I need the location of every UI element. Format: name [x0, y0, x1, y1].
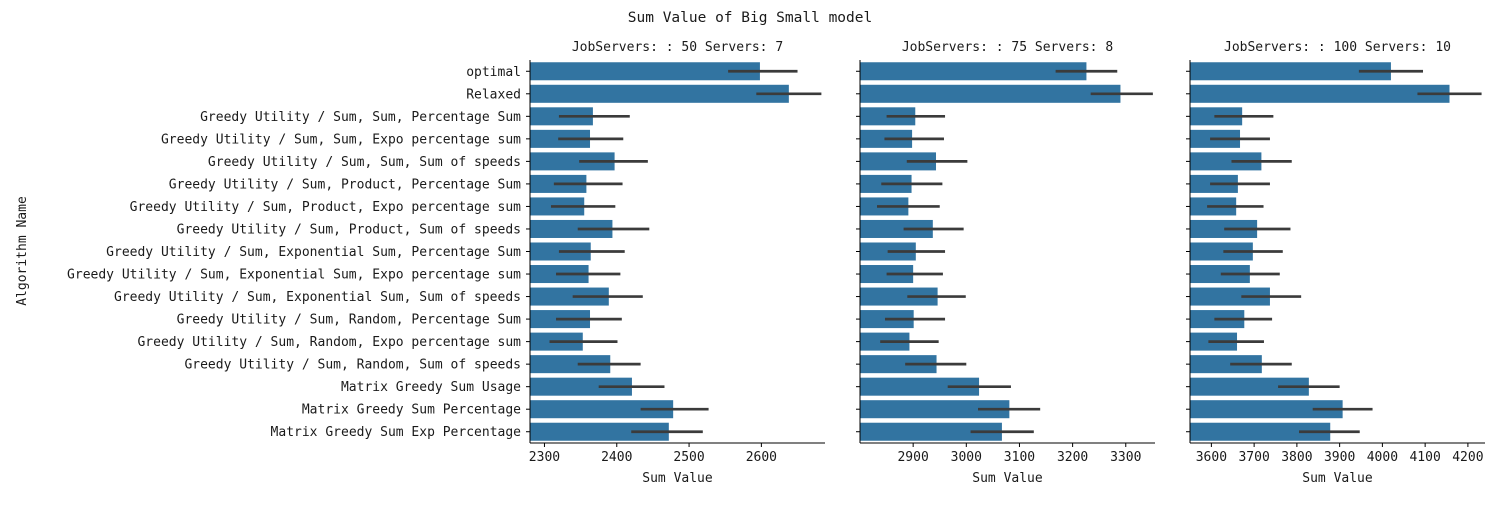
bar	[860, 62, 1087, 81]
category-label: Greedy Utility / Sum, Random, Percentage…	[177, 313, 522, 328]
bar	[530, 287, 609, 306]
bar	[530, 400, 674, 419]
category-label: Greedy Utility / Sum, Sum, Sum of speeds	[208, 155, 521, 170]
chart-title: Sum Value of Big Small model	[628, 10, 872, 26]
bar	[860, 400, 1010, 419]
bar	[1190, 84, 1450, 103]
x-tick-label: 3100	[1004, 450, 1035, 465]
bar	[1190, 152, 1262, 171]
x-tick-label: 3000	[951, 450, 982, 465]
bar	[530, 422, 669, 441]
x-tick-label: 4100	[1409, 450, 1440, 465]
x-tick-label: 2300	[529, 450, 560, 465]
x-tick-label: 2600	[746, 450, 777, 465]
x-tick-label: 3800	[1281, 450, 1312, 465]
category-label: Greedy Utility / Sum, Product, Expo perc…	[130, 200, 522, 215]
category-label: Relaxed	[466, 87, 521, 102]
x-axis-title: Sum Value	[1302, 471, 1373, 486]
bar	[1190, 355, 1262, 374]
bar	[860, 219, 933, 238]
bar	[1190, 219, 1258, 238]
panel-1: JobServers: : 50 Servers: 7 optimal Relaxe…	[67, 40, 825, 486]
x-tick-label: 3200	[1057, 450, 1088, 465]
panels: JobServers: : 50 Servers: 7 optimal Relaxe…	[67, 40, 1485, 486]
bar	[860, 152, 937, 171]
x-tick-label: 3300	[1110, 450, 1141, 465]
category-label: Matrix Greedy Sum Exp Percentage	[271, 425, 522, 440]
category-label: Greedy Utility / Sum, Exponential Sum, E…	[67, 268, 521, 283]
x-tick-label: 2500	[673, 450, 704, 465]
category-label: Matrix Greedy Sum Usage	[341, 380, 521, 395]
bar	[1190, 242, 1253, 261]
category-label: Greedy Utility / Sum, Sum, Expo percenta…	[161, 132, 521, 147]
category-label: Greedy Utility / Sum, Random, Sum of spe…	[184, 358, 521, 373]
bar	[1190, 265, 1250, 284]
bar	[860, 377, 980, 396]
category-label: optimal	[466, 65, 521, 80]
panel-title: JobServers: : 50 Servers: 7	[572, 40, 783, 55]
panel-3: JobServers: : 100 Servers: 10 3600 3700 380…	[1186, 40, 1485, 486]
bar	[530, 219, 613, 238]
x-axis-title: Sum Value	[972, 471, 1043, 486]
y-axis-title: Algorithm Name	[15, 196, 30, 306]
panel-title: JobServers: : 75 Servers: 8	[902, 40, 1113, 55]
category-label: Greedy Utility / Sum, Sum, Percentage Su…	[200, 110, 521, 125]
bar	[1190, 377, 1309, 396]
bar	[860, 265, 914, 284]
bar	[860, 422, 1002, 441]
bar	[1190, 287, 1270, 306]
bar	[530, 355, 611, 374]
category-label: Greedy Utility / Sum, Random, Expo perce…	[137, 335, 521, 350]
bar	[860, 84, 1121, 103]
x-tick-label: 3900	[1324, 450, 1355, 465]
x-tick-label: 4200	[1452, 450, 1483, 465]
bar	[530, 377, 632, 396]
bar	[1190, 422, 1331, 441]
bar	[860, 287, 938, 306]
bar	[530, 152, 615, 171]
x-tick-label: 3600	[1196, 450, 1227, 465]
panel-2: JobServers: : 75 Servers: 8 2900 3000 3100 3…	[856, 40, 1155, 486]
x-tick-label: 2900	[897, 450, 928, 465]
bar	[1190, 400, 1343, 419]
category-label: Matrix Greedy Sum Percentage	[302, 403, 521, 418]
bar	[1190, 62, 1391, 81]
x-tick-label: 4000	[1367, 450, 1398, 465]
x-axis-title: Sum Value	[642, 471, 713, 486]
x-tick-label: 3700	[1238, 450, 1269, 465]
bar	[860, 355, 937, 374]
x-tick-label: 2400	[601, 450, 632, 465]
bar	[530, 84, 789, 103]
panel-title: JobServers: : 100 Servers: 10	[1224, 40, 1451, 55]
bar	[530, 62, 760, 81]
category-label: Greedy Utility / Sum, Exponential Sum, P…	[106, 245, 521, 260]
category-label: Greedy Utility / Sum, Exponential Sum, S…	[114, 290, 521, 305]
category-label: Greedy Utility / Sum, Product, Percentag…	[169, 177, 521, 192]
category-label: Greedy Utility / Sum, Product, Sum of sp…	[177, 222, 521, 237]
